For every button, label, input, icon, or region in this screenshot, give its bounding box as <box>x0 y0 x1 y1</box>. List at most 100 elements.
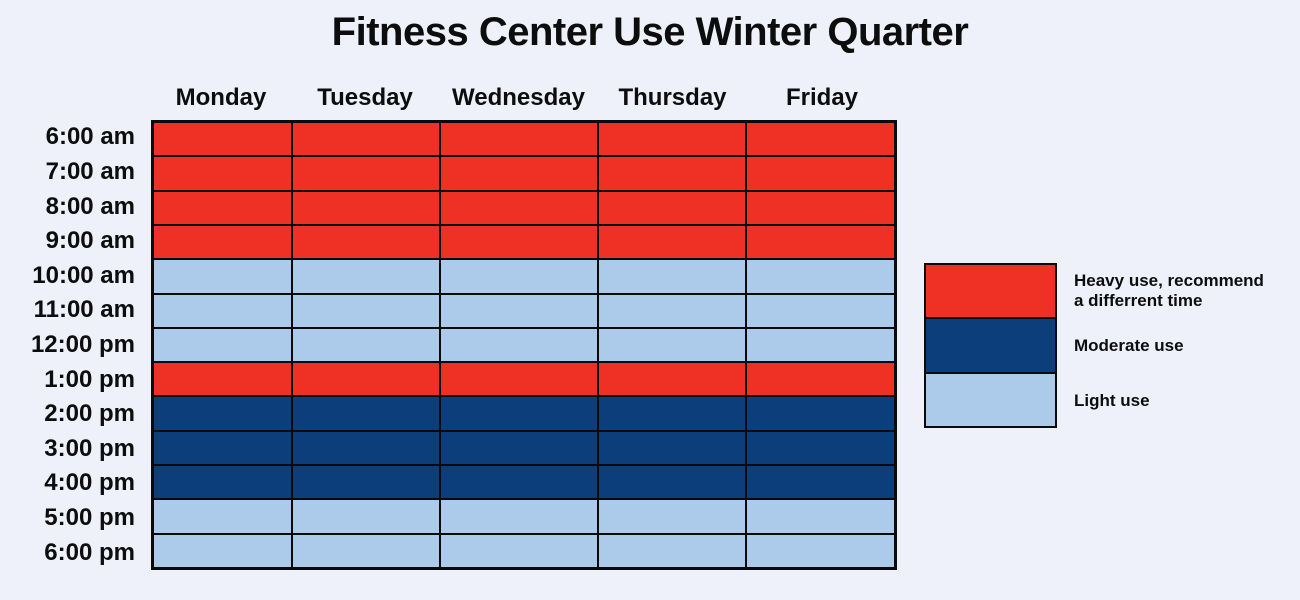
usage-cell-friday-11-00-am <box>746 294 894 327</box>
usage-cell-wednesday-3-00-pm <box>440 431 597 465</box>
legend-label-line: Moderate use <box>1074 335 1184 355</box>
usage-cell-friday-8-00-am <box>746 191 894 224</box>
usage-cell-tuesday-6-00-am <box>293 123 439 156</box>
usage-cell-friday-7-00-am <box>746 157 894 190</box>
usage-cell-monday-8-00-am <box>154 191 292 224</box>
usage-cell-monday-12-00-pm <box>154 328 292 362</box>
usage-cell-wednesday-5-00-pm <box>440 500 597 533</box>
usage-cell-friday-4-00-pm <box>746 466 894 499</box>
usage-cell-tuesday-12-00-pm <box>293 328 439 362</box>
usage-cell-wednesday-6-00-pm <box>440 534 597 567</box>
usage-cell-wednesday-2-00-pm <box>440 397 597 430</box>
usage-cell-monday-1-00-pm <box>154 363 292 396</box>
usage-cell-tuesday-6-00-pm <box>293 534 439 567</box>
usage-cell-monday-9-00-am <box>154 225 292 259</box>
usage-cell-tuesday-11-00-am <box>293 294 439 327</box>
usage-cell-wednesday-11-00-am <box>440 294 597 327</box>
usage-cell-wednesday-1-00-pm <box>440 363 597 396</box>
usage-cell-thursday-3-00-pm <box>598 431 745 465</box>
usage-cell-tuesday-8-00-am <box>293 191 439 224</box>
usage-cell-wednesday-7-00-am <box>440 157 597 190</box>
usage-cell-friday-12-00-pm <box>746 328 894 362</box>
usage-cell-wednesday-12-00-pm <box>440 328 597 362</box>
usage-cell-thursday-6-00-pm <box>598 534 745 567</box>
time-label-6-00-pm: 6:00 pm <box>44 538 135 566</box>
legend-label-light: Light use <box>1074 373 1300 428</box>
usage-cell-thursday-9-00-am <box>598 225 745 259</box>
time-label-3-00-pm: 3:00 pm <box>44 434 135 462</box>
time-label-column: 6:00 am 7:00 am 8:00 am 9:00 am 10:00 am 11:0… <box>0 120 135 570</box>
usage-cell-friday-10-00-am <box>746 260 894 293</box>
legend-label-line: Light use <box>1074 390 1150 410</box>
legend-swatch-moderate <box>926 319 1055 372</box>
day-header-tuesday: Tuesday <box>317 84 413 111</box>
usage-cell-friday-1-00-pm <box>746 363 894 396</box>
usage-cell-tuesday-7-00-am <box>293 157 439 190</box>
usage-cell-friday-6-00-am <box>746 123 894 156</box>
usage-cell-tuesday-9-00-am <box>293 225 439 259</box>
usage-cell-tuesday-3-00-pm <box>293 431 439 465</box>
time-label-12-00-pm: 12:00 pm <box>30 330 135 358</box>
time-label-9-00-am: 9:00 am <box>45 227 135 255</box>
usage-cell-thursday-7-00-am <box>598 157 745 190</box>
time-label-1-00-pm: 1:00 pm <box>44 365 135 393</box>
legend-label-moderate: Moderate use <box>1074 318 1300 373</box>
usage-cell-thursday-1-00-pm <box>598 363 745 396</box>
usage-cell-monday-2-00-pm <box>154 397 292 430</box>
usage-heatmap-grid <box>151 120 897 570</box>
legend-swatch-heavy <box>926 265 1055 318</box>
usage-cell-wednesday-9-00-am <box>440 225 597 259</box>
usage-cell-friday-2-00-pm <box>746 397 894 430</box>
legend-label-line: Heavy use, recommend <box>1074 270 1264 290</box>
day-header-thursday: Thursday <box>618 84 727 111</box>
usage-cell-monday-7-00-am <box>154 157 292 190</box>
usage-cell-friday-3-00-pm <box>746 431 894 465</box>
usage-cell-thursday-2-00-pm <box>598 397 745 430</box>
usage-cell-monday-11-00-am <box>154 294 292 327</box>
usage-cell-thursday-10-00-am <box>598 260 745 293</box>
usage-cell-monday-6-00-pm <box>154 534 292 567</box>
usage-cell-tuesday-1-00-pm <box>293 363 439 396</box>
legend-label-column: Heavy use, recommend a differrent time Mod… <box>1074 263 1300 428</box>
usage-cell-friday-6-00-pm <box>746 534 894 567</box>
day-header-wednesday: Wednesday <box>452 84 585 111</box>
usage-cell-wednesday-8-00-am <box>440 191 597 224</box>
usage-cell-monday-6-00-am <box>154 123 292 156</box>
legend-swatch-column <box>924 263 1057 428</box>
time-label-8-00-am: 8:00 am <box>45 192 135 220</box>
day-header-row: Monday Tuesday Wednesday Thursday Friday <box>151 78 897 118</box>
usage-cell-thursday-5-00-pm <box>598 500 745 533</box>
usage-cell-monday-4-00-pm <box>154 466 292 499</box>
usage-cell-thursday-8-00-am <box>598 191 745 224</box>
legend-label-heavy: Heavy use, recommend a differrent time <box>1074 263 1300 318</box>
usage-cell-monday-5-00-pm <box>154 500 292 533</box>
time-label-11-00-am: 11:00 am <box>33 296 135 324</box>
day-header-monday: Monday <box>175 84 267 111</box>
usage-cell-tuesday-5-00-pm <box>293 500 439 533</box>
time-label-7-00-am: 7:00 am <box>45 157 135 185</box>
time-label-2-00-pm: 2:00 pm <box>44 400 135 428</box>
usage-cell-thursday-6-00-am <box>598 123 745 156</box>
chart-title: Fitness Center Use Winter Quarter <box>331 10 969 54</box>
usage-cell-tuesday-4-00-pm <box>293 466 439 499</box>
legend: Heavy use, recommend a differrent time Mod… <box>924 263 1300 428</box>
legend-swatch-light <box>926 373 1055 426</box>
usage-cell-friday-9-00-am <box>746 225 894 259</box>
usage-cell-wednesday-6-00-am <box>440 123 597 156</box>
usage-cell-thursday-12-00-pm <box>598 328 745 362</box>
usage-cell-thursday-11-00-am <box>598 294 745 327</box>
time-label-4-00-pm: 4:00 pm <box>44 469 135 497</box>
time-label-5-00-pm: 5:00 pm <box>44 504 135 531</box>
usage-cell-tuesday-2-00-pm <box>293 397 439 430</box>
usage-cell-tuesday-10-00-am <box>293 260 439 293</box>
legend-label-line: a differrent time <box>1074 290 1203 310</box>
time-label-6-00-am: 6:00 am <box>45 123 135 151</box>
usage-cell-wednesday-10-00-am <box>440 260 597 293</box>
usage-cell-monday-3-00-pm <box>154 431 292 465</box>
usage-cell-wednesday-4-00-pm <box>440 466 597 499</box>
day-header-friday: Friday <box>785 84 859 111</box>
usage-cell-thursday-4-00-pm <box>598 466 745 499</box>
usage-cell-monday-10-00-am <box>154 260 292 293</box>
usage-cell-friday-5-00-pm <box>746 500 894 533</box>
time-label-10-00-am: 10:00 am <box>32 261 135 289</box>
